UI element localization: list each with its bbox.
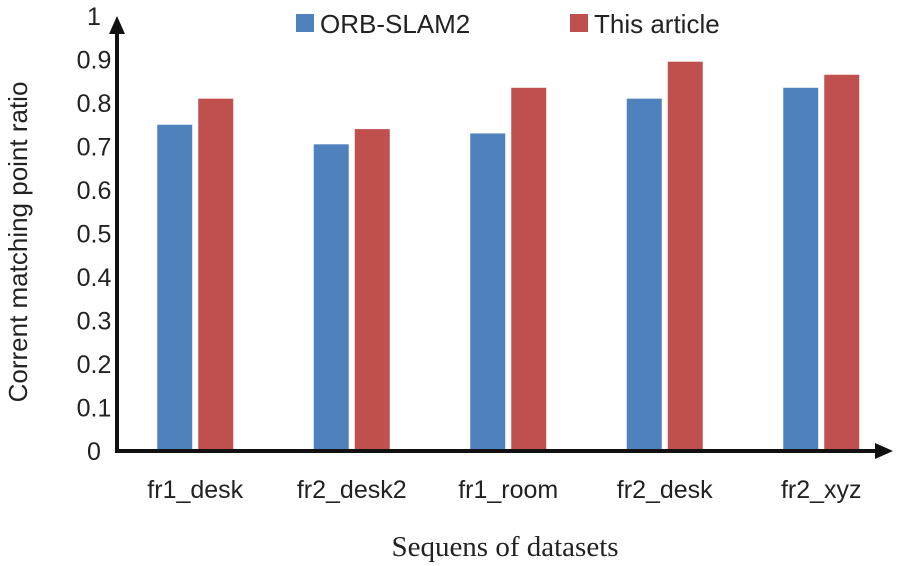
x-tick-label: fr2_xyz bbox=[781, 476, 862, 504]
y-tick-label: 0.1 bbox=[77, 395, 112, 423]
x-tick-labels: fr1_desk fr2_desk2 fr1_room fr2_desk fr2_xyz bbox=[147, 476, 861, 504]
y-tick-label: 0.9 bbox=[77, 47, 112, 75]
legend-swatch bbox=[296, 14, 314, 32]
x-axis-arrow-icon bbox=[875, 443, 893, 459]
bar-this-article-fr1-room bbox=[511, 87, 547, 452]
legend-label: This article bbox=[594, 9, 720, 39]
x-tick-label: fr1_room bbox=[458, 476, 558, 504]
bar-this-article-fr2-xyz bbox=[824, 74, 860, 451]
bar-orb-slam2-fr2-desk2 bbox=[313, 144, 349, 451]
y-tick-label: 1 bbox=[87, 3, 101, 31]
y-tick-label: 0.8 bbox=[77, 90, 112, 118]
x-tick-label: fr2_desk2 bbox=[297, 476, 407, 504]
legend-swatch bbox=[570, 14, 588, 32]
y-tick-label: 0.3 bbox=[77, 308, 112, 336]
bars-layer bbox=[157, 61, 860, 452]
bar-this-article-fr2-desk2 bbox=[354, 129, 390, 451]
y-tick-labels: 0 0.1 0.2 0.3 0.4 0.5 0.6 0.7 0.8 0.9 1 bbox=[77, 3, 112, 466]
x-tick-label: fr1_desk bbox=[147, 476, 243, 504]
legend: ORB-SLAM2 This article bbox=[296, 9, 720, 39]
bar-orb-slam2-fr1-desk bbox=[157, 124, 193, 451]
y-tick-label: 0 bbox=[87, 438, 101, 466]
y-axis-label: Corrent matching point ratio bbox=[3, 82, 33, 403]
y-tick-label: 0.6 bbox=[77, 177, 112, 205]
bar-this-article-fr1-desk bbox=[198, 98, 234, 452]
legend-label: ORB-SLAM2 bbox=[320, 9, 470, 39]
x-tick-label: fr2_desk bbox=[617, 476, 713, 504]
y-tick-label: 0.7 bbox=[77, 134, 112, 162]
y-tick-label: 0.2 bbox=[77, 351, 112, 379]
y-tick-label: 0.5 bbox=[77, 221, 112, 249]
bar-this-article-fr2-desk bbox=[667, 61, 703, 452]
x-axis-label: Sequens of datasets bbox=[391, 531, 618, 563]
bar-orb-slam2-fr1-room bbox=[470, 133, 506, 451]
bar-orb-slam2-fr2-desk bbox=[626, 98, 662, 452]
y-tick-label: 0.4 bbox=[77, 264, 112, 292]
y-axis-arrow-icon bbox=[109, 16, 125, 34]
bar-orb-slam2-fr2-xyz bbox=[783, 87, 819, 452]
